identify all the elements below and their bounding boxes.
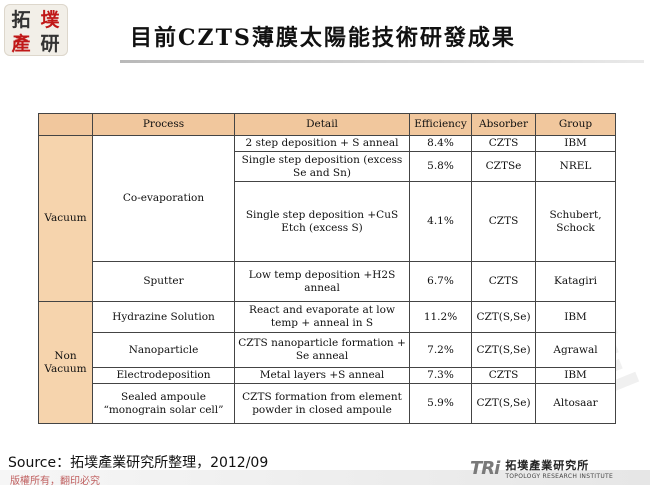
- header-cell-process: Process: [92, 113, 235, 136]
- header-cell-efficiency: Efficiency: [409, 113, 472, 136]
- footer-bar: [0, 470, 650, 485]
- group-name-cell: Altosaar: [535, 383, 616, 424]
- group-name-cell: IBM: [535, 135, 616, 152]
- header-cell-absorber: Absorber: [471, 113, 536, 136]
- process-cell: Sputter: [92, 261, 235, 302]
- table-header-row: Process Detail Efficiency Absorber Group: [38, 113, 616, 136]
- detail-cell: Low temp deposition +H2S anneal: [234, 261, 410, 302]
- efficiency-cell: 5.9%: [409, 383, 472, 424]
- process-cell: Electrodeposition: [92, 367, 235, 384]
- detail-cell: Metal layers +S anneal: [234, 367, 410, 384]
- table-row: Sealed ampoule “monograin solar cell” CZ…: [39, 383, 616, 424]
- group-name-cell: Schubert, Schock: [535, 181, 616, 262]
- detail-cell: Single step deposition (excess Se and Sn…: [234, 151, 410, 182]
- header-cell-detail: Detail: [234, 113, 410, 136]
- logo-char: 產: [11, 32, 31, 55]
- process-cell: Nanoparticle: [92, 332, 235, 368]
- detail-cell: 2 step deposition + S anneal: [234, 135, 410, 152]
- slide-title: 目前CZTS薄膜太陽能技術研發成果: [130, 25, 516, 51]
- detail-cell: CZTS formation from element powder in cl…: [234, 383, 410, 424]
- table-row: Sputter Low temp deposition +H2S anneal …: [39, 261, 616, 302]
- table-row: Electrodeposition Metal layers +S anneal…: [39, 367, 616, 384]
- efficiency-cell: 5.8%: [409, 151, 472, 182]
- efficiency-cell: 8.4%: [409, 135, 472, 152]
- tri-text: 拓墣產業研究所 TOPOLOGY RESEARCH INSTITUTE: [505, 457, 613, 480]
- tri-mark: TRi: [470, 457, 500, 479]
- logo-char: 拓: [11, 8, 31, 31]
- table-row: Vacuum Co-evaporation 2 step deposition …: [38, 135, 616, 302]
- absorber-cell: CZTS: [471, 261, 536, 302]
- efficiency-cell: 4.1%: [409, 181, 472, 262]
- source-note: Source：拓墣產業研究所整理，2012/09: [8, 455, 269, 471]
- absorber-cell: CZTS: [471, 135, 536, 152]
- table-row: Nanoparticle CZTS nanoparticle formation…: [39, 332, 616, 368]
- absorber-cell: CZT(S,Se): [471, 332, 536, 368]
- absorber-cell: CZTS: [471, 367, 536, 384]
- process-cell: Hydrazine Solution: [92, 301, 235, 333]
- efficiency-cell: 11.2%: [409, 301, 472, 333]
- logo-char: 研: [40, 32, 60, 55]
- header-cell-blank: [38, 113, 93, 136]
- efficiency-cell: 7.3%: [409, 367, 472, 384]
- absorber-cell: CZTS: [471, 181, 536, 262]
- group-name-cell: NREL: [535, 151, 616, 182]
- absorber-cell: CZT(S,Se): [471, 301, 536, 333]
- detail-cell: Single step deposition +CuS Etch (excess…: [234, 181, 410, 262]
- group-name-cell: IBM: [535, 301, 616, 333]
- table-row: Single step deposition (excess Se and Sn…: [39, 151, 616, 182]
- logo-char: 墣: [40, 8, 60, 31]
- efficiency-cell: 6.7%: [409, 261, 472, 302]
- absorber-cell: CZTSe: [471, 151, 536, 182]
- tri-name-english: TOPOLOGY RESEARCH INSTITUTE: [505, 472, 614, 480]
- absorber-cell: CZT(S,Se): [471, 383, 536, 424]
- process-cell: Co-evaporation: [92, 135, 235, 262]
- tri-name-chinese: 拓墣產業研究所: [505, 458, 590, 472]
- group-name-cell: Katagiri: [535, 261, 616, 302]
- header-cell-group: Group: [535, 113, 616, 136]
- efficiency-cell: 7.2%: [409, 332, 472, 368]
- group-cell-vacuum: Vacuum: [38, 135, 93, 302]
- title-underline: [120, 60, 644, 63]
- tri-logo: TRi 拓墣產業研究所 TOPOLOGY RESEARCH INSTITUTE: [470, 453, 642, 483]
- czts-results-table: Process Detail Efficiency Absorber Group…: [38, 113, 616, 424]
- table-row: Single step deposition +CuS Etch (excess…: [39, 181, 616, 262]
- detail-cell: React and evaporate at low temp + anneal…: [234, 301, 410, 333]
- group-cell-non-vacuum: Non Vacuum: [38, 301, 93, 424]
- group-name-cell: Agrawal: [535, 332, 616, 368]
- process-cell: Sealed ampoule “monograin solar cell”: [92, 383, 235, 424]
- detail-cell: CZTS nanoparticle formation + Se anneal: [234, 332, 410, 368]
- copyright-notice: 版權所有，翻印必究: [10, 476, 100, 487]
- institute-logo: 拓 墣 產 研: [4, 4, 68, 56]
- group-name-cell: IBM: [535, 367, 616, 384]
- table-row: Non Vacuum Hydrazine Solution React and …: [38, 301, 616, 424]
